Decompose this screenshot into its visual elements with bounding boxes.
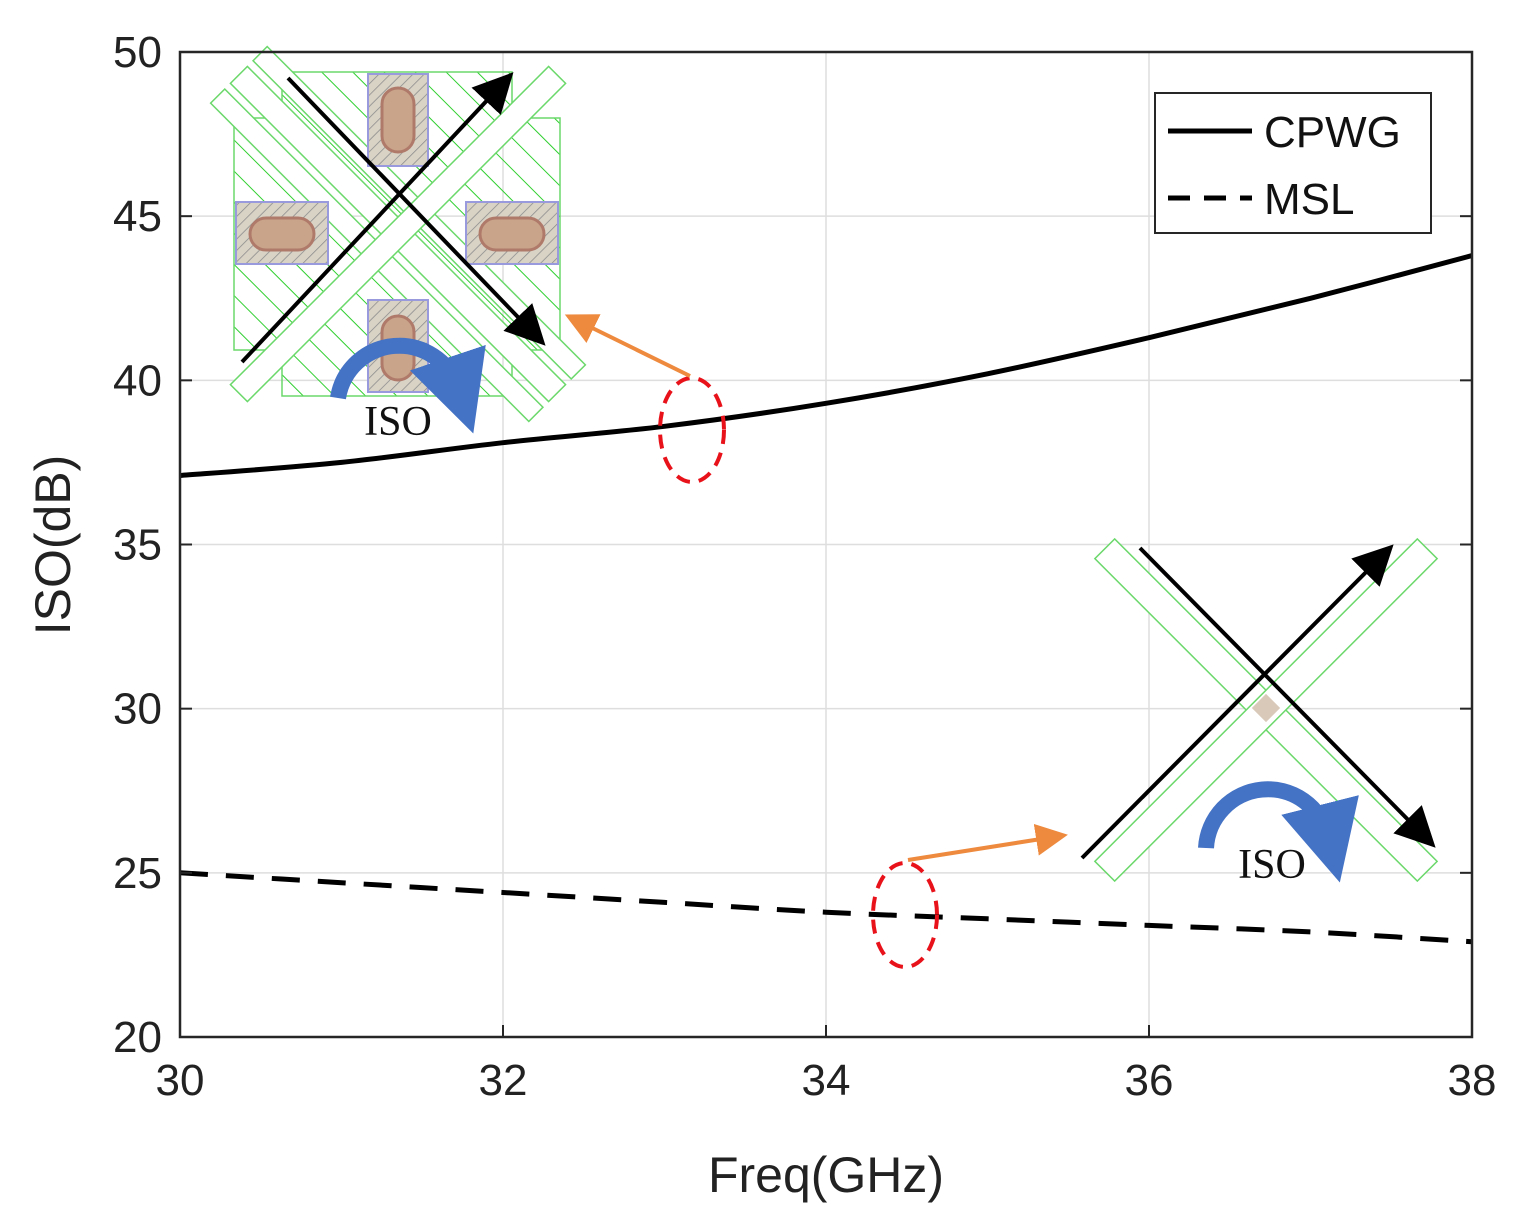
y-tick-label: 50 — [113, 28, 162, 77]
x-tick-label: 30 — [156, 1056, 205, 1105]
y-tick-label: 45 — [113, 192, 162, 241]
y-axis-title: ISO(dB) — [25, 455, 81, 636]
series-line-cpwg — [180, 253, 1472, 478]
legend: CPWG MSL — [1154, 92, 1432, 234]
x-tick-label: 34 — [802, 1056, 851, 1105]
pointer-arrow-msl — [907, 823, 1068, 862]
highlight-ellipse-msl — [871, 861, 939, 969]
cpwg-crossover-layout-icon — [209, 45, 587, 434]
x-tick-label: 38 — [1448, 1056, 1497, 1105]
pointer-arrow-cpwg — [564, 314, 691, 378]
series-layer — [180, 253, 1472, 945]
x-tick-label: 36 — [1125, 1056, 1174, 1105]
y-tick-label: 20 — [113, 1013, 162, 1062]
y-tick-label: 40 — [113, 356, 162, 405]
y-tick-label: 25 — [113, 849, 162, 898]
legend-box — [1154, 92, 1432, 234]
x-axis-title: Freq(GHz) — [708, 1147, 944, 1203]
series-line-msl — [180, 870, 1472, 945]
x-tick-label: 32 — [479, 1056, 528, 1105]
iso-label-msl: ISO — [1238, 842, 1306, 888]
legend-label-msl: MSL — [1264, 175, 1354, 224]
legend-label-cpwg: CPWG — [1264, 108, 1401, 157]
y-tick-label: 30 — [113, 685, 162, 734]
highlight-ellipse-cpwg — [658, 376, 726, 484]
y-tick-label: 35 — [113, 521, 162, 570]
axis-ticks: 30 32 34 36 38 20 25 30 35 40 45 50 — [113, 28, 1496, 1105]
msl-crossover-layout-icon — [1080, 537, 1439, 883]
iso-label-cpwg: ISO — [364, 399, 432, 445]
